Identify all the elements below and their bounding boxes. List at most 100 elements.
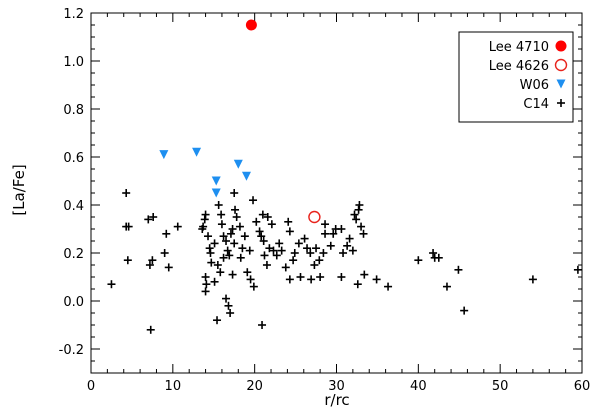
data-point-c14	[294, 239, 303, 248]
x-tick-label: 20	[246, 379, 263, 394]
x-tick-label: 50	[492, 379, 509, 394]
data-point-c14	[290, 249, 299, 257]
legend-marker	[557, 99, 565, 107]
data-point-c14	[240, 232, 249, 241]
data-point-c14	[144, 215, 153, 224]
data-point-c14	[146, 325, 155, 334]
legend-marker	[554, 58, 568, 72]
data-point-c14	[277, 246, 286, 255]
data-point-c14	[228, 270, 237, 279]
data-point-c14	[275, 239, 284, 248]
data-point-c14	[329, 229, 338, 238]
data-point-c14	[213, 316, 222, 325]
data-point-c14	[122, 189, 131, 197]
data-point-c14	[262, 261, 271, 269]
data-point-c14	[258, 210, 267, 219]
data-point-c14	[255, 227, 264, 236]
y-tick-label: 0.0	[63, 295, 84, 310]
data-point-c14	[222, 294, 231, 303]
legend-label: Lee 4626	[489, 59, 549, 74]
data-point-c14	[231, 205, 240, 214]
data-point-c14	[164, 263, 173, 272]
y-tick-label: 1.0	[63, 55, 84, 70]
data-point-c14	[214, 201, 223, 209]
data-point-c14	[217, 220, 226, 229]
data-point-c14	[226, 309, 235, 317]
data-point-c14	[269, 246, 278, 255]
data-point-c14	[207, 258, 216, 267]
data-point-c14	[339, 249, 348, 257]
data-point-c14	[454, 265, 463, 274]
data-point-c14	[310, 261, 319, 269]
data-point-c14	[173, 222, 182, 231]
data-point-lee-4710	[245, 19, 257, 31]
data-point-c14	[350, 210, 359, 219]
data-point-w06	[233, 159, 243, 169]
data-point-c14	[289, 256, 298, 265]
data-point-c14	[199, 222, 208, 231]
data-point-c14	[249, 196, 258, 205]
data-point-c14	[210, 239, 219, 248]
data-point-w06	[192, 147, 202, 157]
data-point-c14	[230, 189, 239, 197]
legend-box	[458, 31, 574, 123]
data-point-c14	[267, 220, 276, 229]
data-point-c14	[352, 215, 361, 224]
data-point-c14	[343, 241, 352, 250]
data-point-c14	[460, 306, 469, 315]
legend: Lee 4710 Lee 4626 W06 C14	[458, 31, 574, 123]
data-point-c14	[201, 287, 210, 296]
data-point-c14	[285, 275, 294, 284]
data-point-c14	[263, 213, 272, 221]
data-point-c14	[210, 277, 219, 286]
data-point-c14	[303, 244, 312, 253]
data-point-c14	[573, 265, 582, 274]
data-point-c14	[316, 273, 325, 281]
data-point-c14	[258, 321, 267, 329]
data-point-c14	[384, 282, 393, 291]
data-point-c14	[228, 225, 237, 233]
y-tick-label: 0.2	[63, 247, 84, 262]
data-point-c14	[354, 205, 363, 214]
data-point-c14	[355, 201, 364, 209]
data-point-c14	[217, 210, 226, 219]
x-tick-label: 10	[165, 379, 182, 394]
x-tick-label: 0	[87, 379, 95, 394]
data-point-c14	[321, 229, 330, 238]
data-point-c14	[223, 246, 232, 255]
data-point-c14	[222, 237, 231, 245]
data-point-c14	[246, 275, 255, 284]
x-tick-label: 60	[574, 379, 591, 394]
y-axis-label: [La/Fe]	[10, 164, 28, 215]
data-point-c14	[326, 241, 335, 250]
data-point-c14	[300, 234, 309, 243]
y-axis: -0.2 0.0 0.2 0.4 0.6 0.8 1.0 1.2	[59, 7, 582, 374]
data-point-c14	[528, 275, 537, 284]
data-point-c14	[202, 280, 211, 289]
data-point-c14	[353, 280, 362, 289]
data-point-c14	[201, 210, 210, 219]
data-point-c14	[124, 222, 133, 231]
y-tick-label: 0.6	[63, 151, 84, 166]
legend-label: Lee 4710	[489, 40, 549, 55]
y-tick-label: 0.8	[63, 103, 84, 118]
data-point-c14	[357, 222, 366, 231]
data-point-w06	[159, 150, 169, 160]
data-point-c14	[205, 244, 214, 253]
data-point-c14	[259, 237, 268, 245]
y-tick-label: -0.2	[59, 343, 84, 358]
data-point-c14	[348, 246, 357, 255]
data-point-c14	[235, 222, 244, 231]
data-point-c14	[307, 275, 316, 284]
data-point-c14	[315, 256, 324, 265]
data-point-c14	[226, 229, 235, 238]
data-point-c14	[257, 232, 266, 241]
data-point-c14	[337, 225, 346, 233]
data-point-c14	[414, 256, 423, 265]
data-point-c14	[272, 251, 281, 260]
data-point-c14	[200, 215, 209, 224]
data-point-c14	[281, 263, 290, 272]
data-point-c14	[219, 253, 228, 262]
data-point-c14	[312, 244, 321, 253]
data-point-c14	[206, 249, 215, 257]
